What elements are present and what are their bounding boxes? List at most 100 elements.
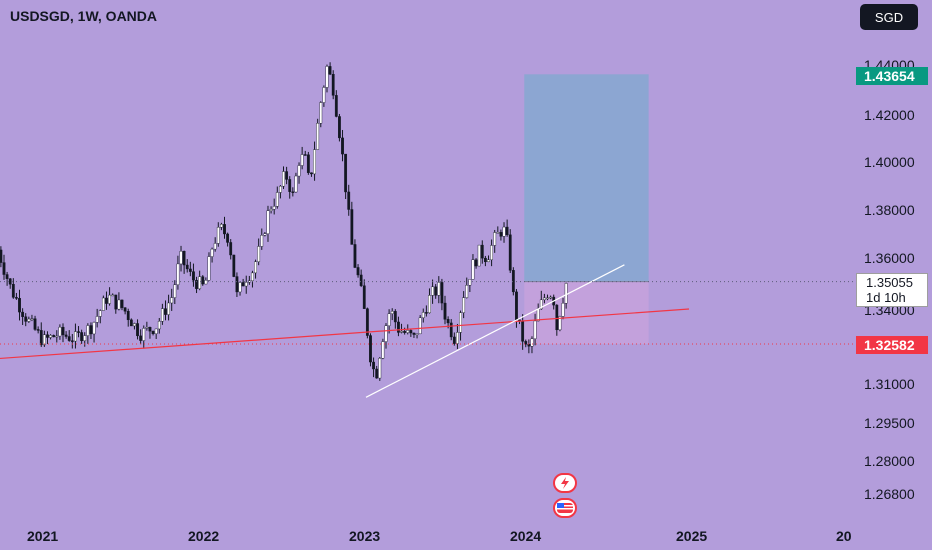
- candle-body: [114, 294, 118, 310]
- candle-body: [359, 274, 363, 286]
- candle-body: [167, 302, 170, 315]
- candle-body: [378, 358, 382, 379]
- candle-body: [111, 294, 115, 297]
- candle-body: [508, 234, 512, 271]
- candle-body: [539, 299, 543, 310]
- candle-body: [5, 274, 9, 279]
- price-tick-label: 1.38000: [864, 202, 915, 218]
- candle-body: [297, 165, 301, 177]
- candle-body: [176, 263, 180, 285]
- candle-body: [558, 316, 562, 331]
- candle-body: [142, 328, 146, 341]
- candle-body: [381, 341, 385, 359]
- candle-body: [229, 242, 233, 256]
- candle-body: [282, 171, 285, 187]
- candle-body: [58, 326, 62, 337]
- candle-body: [499, 232, 503, 237]
- price-tick-label: 1.26800: [864, 486, 915, 502]
- candle-body: [443, 302, 447, 320]
- candle-body: [406, 330, 410, 333]
- candle-body: [471, 259, 475, 280]
- candle-body: [515, 291, 518, 321]
- candle-body: [244, 282, 248, 287]
- candle-body: [195, 279, 198, 289]
- candle-body: [294, 175, 298, 193]
- candle-body: [412, 332, 416, 335]
- candle-body: [319, 102, 323, 124]
- candle-body: [92, 322, 96, 335]
- candle-body: [216, 227, 220, 244]
- candle-body: [157, 321, 161, 330]
- candle-body: [136, 323, 139, 337]
- candle-body: [521, 321, 525, 342]
- time-tick-label: 2023: [349, 528, 381, 544]
- candle-body: [456, 332, 459, 344]
- candle-body: [226, 233, 230, 243]
- candle-body: [356, 267, 360, 276]
- candle-body: [39, 330, 43, 346]
- candle-body: [434, 286, 438, 296]
- candle-body: [123, 307, 127, 312]
- candle-body: [272, 206, 276, 210]
- candle-body: [117, 299, 121, 310]
- candle-body: [306, 154, 310, 173]
- candle-body: [555, 304, 559, 331]
- candle-body: [459, 312, 462, 333]
- candle-body: [49, 335, 52, 338]
- candle-body: [496, 232, 500, 234]
- candle-body: [353, 244, 357, 268]
- candle-body: [101, 297, 105, 311]
- candle-body: [397, 321, 400, 333]
- currency-button[interactable]: SGD: [860, 4, 918, 30]
- candle-body: [86, 325, 90, 336]
- candle-body: [480, 244, 484, 259]
- candle-body: [266, 210, 270, 234]
- candle-body: [449, 322, 453, 338]
- candle-body: [347, 191, 351, 210]
- candle-body: [2, 262, 6, 275]
- candle-countdown: 1d 10h: [866, 290, 906, 305]
- candle-body: [334, 95, 338, 117]
- candle-body: [179, 251, 183, 265]
- candle-body: [365, 308, 369, 336]
- us-flag-event-icon[interactable]: [553, 498, 577, 518]
- candle-body: [61, 326, 65, 336]
- price-tick-label: 1.29500: [864, 415, 915, 431]
- candle-body: [257, 246, 261, 262]
- candle-body: [182, 251, 186, 266]
- candle-body: [173, 284, 177, 298]
- chart-title: USDSGD, 1W, OANDA: [10, 8, 158, 24]
- candle-body: [474, 259, 478, 267]
- candle-body: [185, 264, 189, 270]
- candle-body: [344, 153, 348, 193]
- candle-body: [533, 320, 537, 340]
- candle-body: [70, 340, 74, 342]
- candle-body: [24, 316, 28, 322]
- support-line: [0, 308, 690, 360]
- candle-body: [263, 233, 267, 236]
- candle-body: [120, 299, 124, 308]
- flash-event-icon[interactable]: [553, 473, 577, 493]
- price-tick-label: 1.42000: [864, 107, 915, 123]
- candle-body: [42, 334, 46, 346]
- candle-body: [74, 331, 77, 342]
- candle-body: [393, 311, 397, 323]
- candle-body: [424, 312, 428, 314]
- price-tick-label: 1.40000: [864, 154, 915, 170]
- stop-zone: [524, 281, 649, 344]
- candle-body: [46, 334, 49, 338]
- price-tick-label: 1.31000: [864, 376, 915, 392]
- candle-body: [198, 276, 202, 289]
- time-tick-label: 2021: [27, 528, 59, 544]
- candle-body: [291, 191, 295, 193]
- target-zone: [524, 74, 649, 282]
- candle-body: [431, 286, 434, 296]
- candle-body: [207, 256, 211, 281]
- candle-body: [232, 254, 236, 277]
- candle-body: [313, 149, 316, 175]
- candle-body: [126, 311, 130, 321]
- candle-body: [52, 335, 56, 338]
- candle-body: [11, 284, 15, 298]
- candle-body: [487, 259, 490, 263]
